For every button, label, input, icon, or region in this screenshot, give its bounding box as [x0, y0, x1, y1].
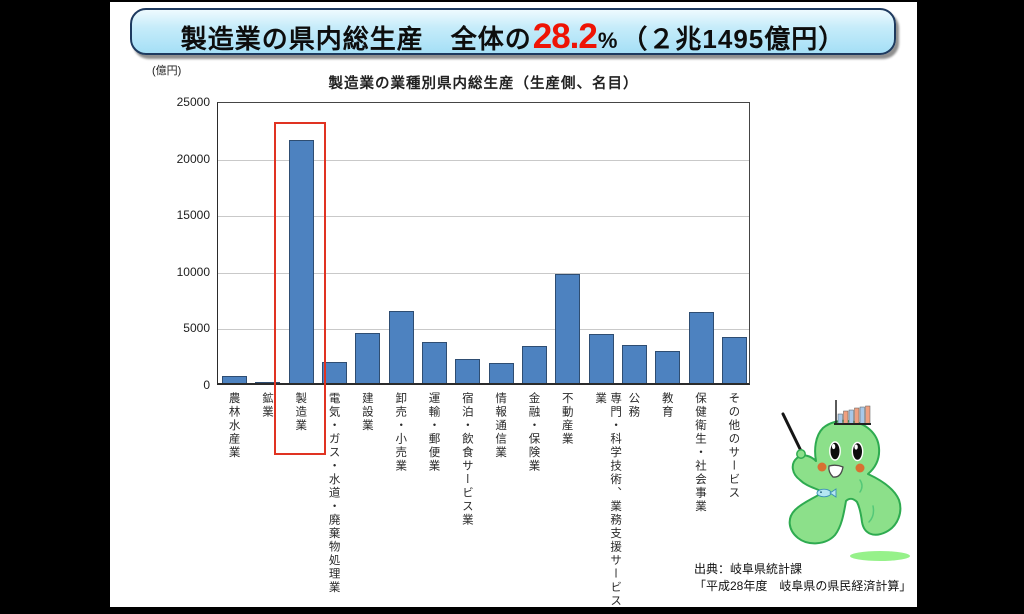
mascot-shadow — [850, 551, 910, 561]
bar-1 — [255, 382, 281, 383]
chart-plot-area — [217, 102, 750, 385]
category-label-15: その他のサービス — [727, 392, 740, 500]
category-label-0: 農林水産業 — [227, 392, 240, 460]
category-label-7: 宿泊・飲食サービス業 — [460, 392, 473, 527]
y-tick-label-20000: 20000 — [176, 151, 210, 166]
category-label-11: 専門・科学技術、業務支援サービス業 — [594, 392, 622, 608]
gridline-5000 — [218, 329, 749, 331]
mascot-cheek-right — [855, 463, 865, 473]
category-label-2: 製造業 — [294, 392, 307, 433]
fish-icon — [816, 488, 837, 498]
y-tick-label-25000: 25000 — [176, 95, 210, 109]
gridline-10000 — [218, 272, 749, 274]
y-tick-label-5000: 5000 — [183, 321, 210, 336]
category-label-4: 建設業 — [360, 392, 373, 433]
title-banner: 製造業の県内総生産 全体の 28.2% （２兆1495億円） — [130, 8, 896, 56]
source-line-1: 出典：岐阜県統計課 — [694, 562, 803, 576]
y-tick-label-0: 0 — [203, 378, 210, 392]
bar-0 — [222, 375, 248, 383]
mascot-body — [788, 419, 902, 545]
category-label-6: 運輸・郵便業 — [427, 392, 440, 473]
banner-percent-value: 28.2 — [532, 17, 598, 56]
pointer-stick-icon — [781, 412, 804, 455]
y-axis-unit-label: (億円) — [152, 65, 182, 77]
mascot-hand — [796, 449, 806, 459]
y-tick-label-15000: 15000 — [176, 208, 210, 223]
category-label-1: 鉱業 — [260, 392, 273, 419]
bar-5 — [388, 310, 414, 383]
bar-12 — [621, 344, 647, 383]
mascot-eyes — [829, 441, 864, 462]
category-label-3: 電気・ガス・水道・廃棄物処理業 — [327, 392, 340, 595]
bar-14 — [688, 311, 714, 383]
highlight-box — [274, 122, 327, 455]
bar-13 — [655, 351, 681, 383]
source-citation: 出典：岐阜県統計課 「平成28年度 岐阜県の県民経済計算」 — [694, 561, 911, 595]
bar-9 — [521, 345, 547, 383]
banner-title-prefix: 製造業の県内総生産 全体の — [180, 24, 532, 54]
bar-2 — [288, 139, 314, 383]
category-label-14: 保健衛生・社会事業 — [694, 392, 707, 514]
category-label-9: 金融・保険業 — [527, 392, 540, 473]
category-label-10: 不動産業 — [560, 392, 573, 446]
bar-7 — [455, 358, 481, 383]
mascot-icon — [781, 400, 910, 561]
bar-4 — [355, 333, 381, 383]
bar-chart-icon — [834, 400, 871, 425]
bar-6 — [422, 342, 448, 383]
source-line-2: 「平成28年度 岐阜県の県民経済計算」 — [694, 579, 912, 593]
bar-15 — [721, 336, 747, 383]
banner-percent-sign: % — [597, 28, 618, 53]
banner-amount: （２兆1495億円） — [621, 24, 846, 54]
category-label-12: 公務 — [627, 392, 640, 419]
chart-title: 製造業の業種別県内総生産（生産側、名目） — [328, 76, 639, 92]
gridline-15000 — [218, 216, 749, 218]
bar-10 — [555, 274, 581, 383]
bar-8 — [488, 362, 514, 383]
gridline-20000 — [218, 159, 749, 161]
bar-3 — [322, 362, 348, 383]
mascot-mouth — [828, 464, 844, 478]
mascot-belly-line — [859, 479, 875, 523]
bar-11 — [588, 334, 614, 383]
category-label-13: 教育 — [660, 392, 673, 419]
mascot-cheek-left — [817, 462, 827, 472]
category-label-8: 情報通信業 — [494, 392, 507, 460]
y-tick-label-10000: 10000 — [176, 264, 210, 279]
category-label-5: 卸売・小売業 — [394, 392, 407, 473]
